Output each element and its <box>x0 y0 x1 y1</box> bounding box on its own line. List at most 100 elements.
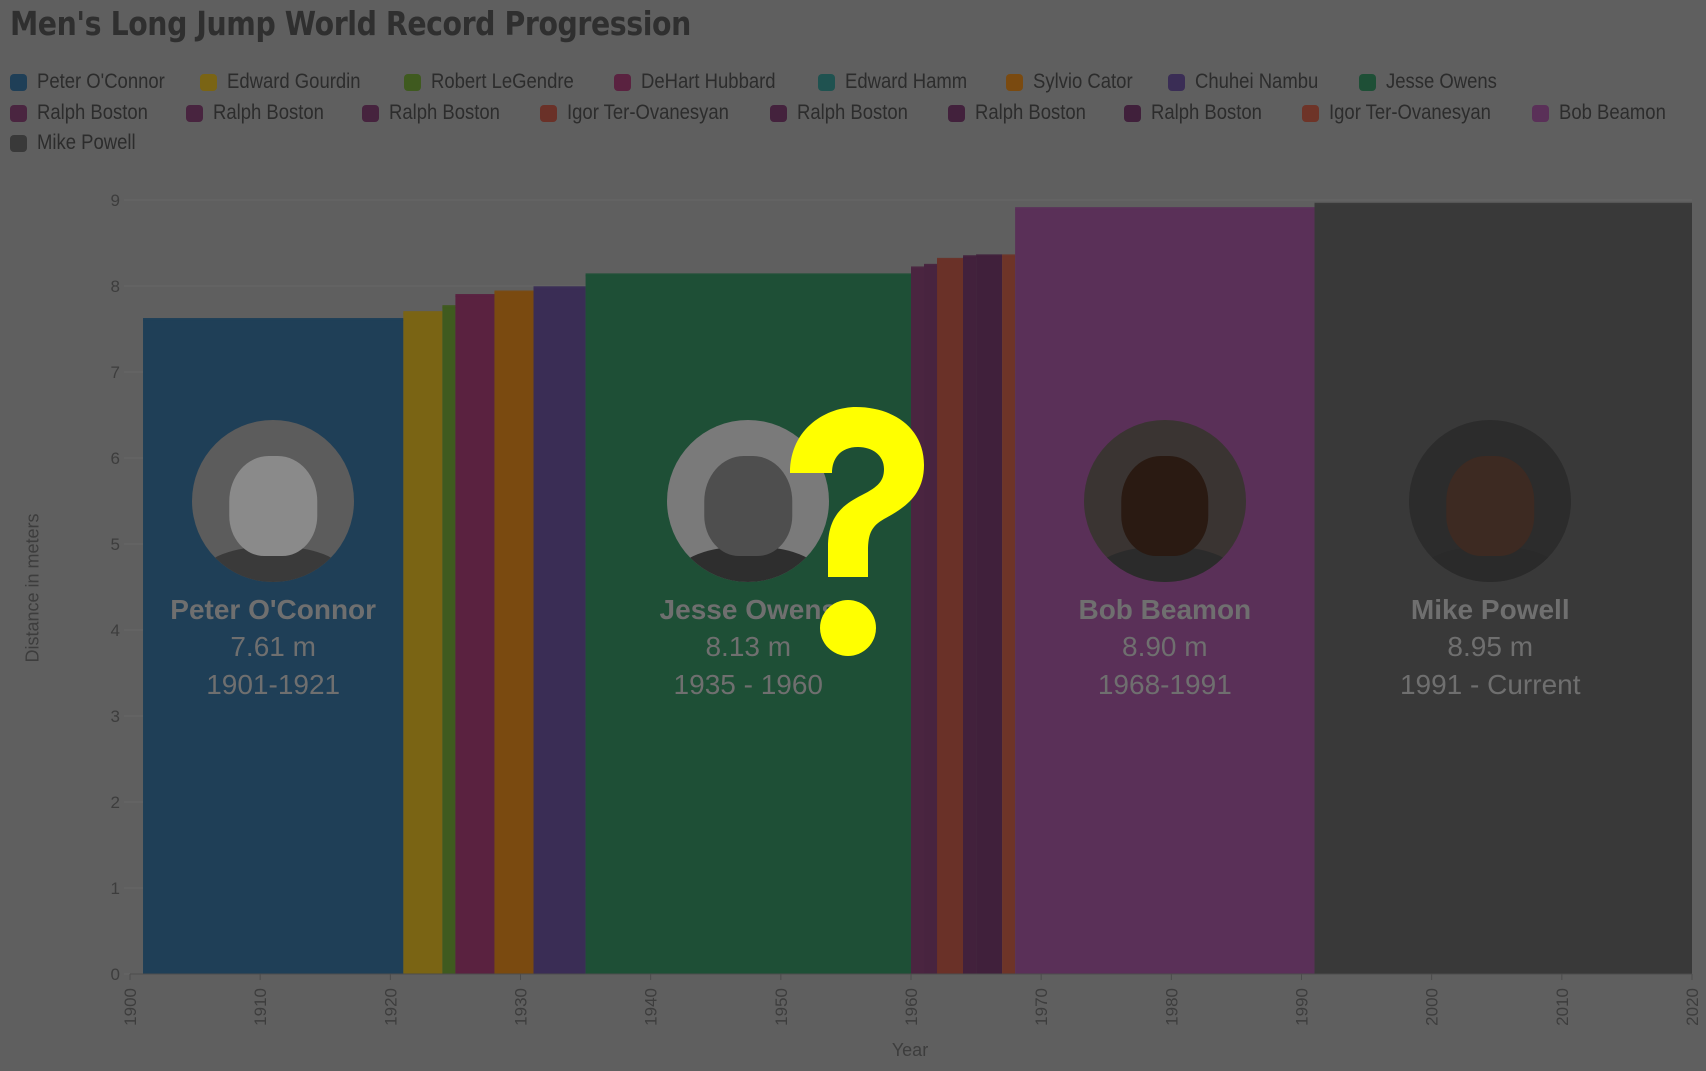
record-years: 1935 - 1960 <box>673 669 824 700</box>
legend-label: Ralph Boston <box>797 101 908 124</box>
record-bar <box>533 287 586 975</box>
record-bar <box>963 256 977 974</box>
legend-item[interactable]: Peter O'Connor <box>10 70 182 94</box>
x-tick-label: 1910 <box>251 988 270 1026</box>
record-distance: 8.13 m <box>705 631 792 662</box>
legend-swatch <box>948 104 965 122</box>
legend-item[interactable]: Bob Beamon <box>1532 101 1680 125</box>
legend-swatch <box>614 73 631 91</box>
legend-label: Ralph Boston <box>1151 101 1262 124</box>
y-tick-label: 6 <box>111 449 120 468</box>
legend-item[interactable]: Igor Ter-Ovanesyan <box>1302 101 1513 125</box>
record-bar <box>976 255 1003 974</box>
legend-label: Mike Powell <box>37 131 136 154</box>
y-tick-label: 8 <box>111 277 120 296</box>
legend-item[interactable]: Mike Powell <box>10 131 149 155</box>
legend-label: Peter O'Connor <box>37 70 165 93</box>
legend-item[interactable]: Ralph Boston <box>10 101 163 125</box>
record-bar <box>1002 255 1016 974</box>
legend-label: Ralph Boston <box>975 101 1086 124</box>
legend-item[interactable]: Igor Ter-Ovanesyan <box>540 101 751 125</box>
legend-item[interactable]: Ralph Boston <box>186 101 339 125</box>
x-tick-label: 1900 <box>121 988 140 1026</box>
y-tick-label: 9 <box>111 191 120 210</box>
legend-item[interactable]: Ralph Boston <box>770 101 923 125</box>
legend-label: Ralph Boston <box>389 101 500 124</box>
legend-swatch <box>1124 104 1141 122</box>
x-tick-label: 1920 <box>381 988 400 1026</box>
record-distance: 8.90 m <box>1122 631 1208 662</box>
question-mark-icon <box>790 407 924 656</box>
y-tick-label: 0 <box>111 965 120 984</box>
legend-swatch <box>362 104 379 122</box>
record-bar <box>494 292 534 974</box>
x-tick-label: 2020 <box>1683 988 1702 1026</box>
y-tick-label: 3 <box>111 707 120 726</box>
legend-swatch <box>1006 73 1023 91</box>
y-axis-title: Distance in meters <box>22 513 43 663</box>
legend-item[interactable]: Edward Hamm <box>818 70 984 94</box>
question-mark-overlay <box>780 405 930 665</box>
record-years: 1991 - Current <box>1399 669 1581 700</box>
y-tick-label: 5 <box>111 535 120 554</box>
legend-swatch <box>10 134 27 152</box>
legend-label: Jesse Owens <box>1386 70 1497 93</box>
legend-item[interactable]: Chuhei Nambu <box>1168 70 1335 94</box>
legend-swatch <box>10 104 27 122</box>
x-tick-label: 1970 <box>1032 988 1051 1026</box>
legend-label: Edward Hamm <box>845 70 968 93</box>
legend-label: Chuhei Nambu <box>1195 70 1319 93</box>
x-tick-label: 1950 <box>772 988 791 1026</box>
legend-item[interactable]: DeHart Hubbard <box>614 70 794 94</box>
legend-label: Sylvio Cator <box>1033 70 1133 93</box>
avatar-face <box>1121 455 1209 557</box>
record-holder-card: Mike Powell 8.95 m 1991 - Current <box>1370 420 1610 704</box>
record-bar <box>924 265 938 974</box>
chart-title: Men's Long Jump World Record Progression <box>10 4 691 43</box>
legend-swatch <box>10 73 27 91</box>
legend-item[interactable]: Robert LeGendre <box>404 70 593 94</box>
chart-legend: Peter O'Connor Edward Gourdin Robert LeGen… <box>0 0 1706 170</box>
record-bar <box>455 295 495 975</box>
record-bar <box>1314 204 1692 975</box>
avatar <box>192 420 355 582</box>
legend-item[interactable]: Ralph Boston <box>362 101 515 125</box>
legend-label: DeHart Hubbard <box>641 70 776 93</box>
legend-item[interactable]: Sylvio Cator <box>1006 70 1146 94</box>
record-bar <box>1015 208 1315 975</box>
legend-item[interactable]: Edward Gourdin <box>200 70 379 94</box>
y-tick-label: 7 <box>111 363 120 382</box>
record-distance: 7.61 m <box>230 631 316 662</box>
record-bar <box>937 259 964 975</box>
record-bar <box>442 306 456 974</box>
record-distance: 8.95 m <box>1447 631 1534 662</box>
legend-item[interactable]: Jesse Owens <box>1359 70 1512 94</box>
x-tick-label: 2000 <box>1423 988 1442 1026</box>
legend-swatch <box>1532 104 1549 122</box>
legend-label: Igor Ter-Ovanesyan <box>567 101 729 124</box>
legend-label: Edward Gourdin <box>227 70 361 93</box>
y-tick-label: 1 <box>111 879 120 898</box>
record-holder-card: Bob Beamon 8.90 m 1968-1991 <box>1045 420 1285 704</box>
avatar-face <box>229 455 317 557</box>
avatar <box>1083 420 1246 582</box>
legend-item[interactable]: Ralph Boston <box>1124 101 1277 125</box>
record-holder-name: Mike Powell <box>1410 594 1570 625</box>
legend-swatch <box>200 73 217 91</box>
legend-label: Ralph Boston <box>213 101 324 124</box>
record-years: 1901-1921 <box>206 669 341 700</box>
x-tick-label: 2010 <box>1553 988 1572 1026</box>
x-tick-label: 1980 <box>1162 988 1181 1026</box>
x-tick-label: 1930 <box>512 988 531 1026</box>
legend-label: Ralph Boston <box>37 101 148 124</box>
x-tick-label: 1990 <box>1293 988 1312 1026</box>
legend-item[interactable]: Ralph Boston <box>948 101 1101 125</box>
record-holder-card: Peter O'Connor 7.61 m 1901-1921 <box>153 420 393 704</box>
record-holder-name: Bob Beamon <box>1078 594 1252 625</box>
legend-swatch <box>1168 73 1185 91</box>
x-tick-label: 1940 <box>642 988 661 1026</box>
legend-label: Robert LeGendre <box>431 70 574 93</box>
x-tick-label: 1960 <box>902 988 921 1026</box>
legend-swatch <box>770 104 787 122</box>
record-holder-name: Peter O'Connor <box>170 594 377 625</box>
